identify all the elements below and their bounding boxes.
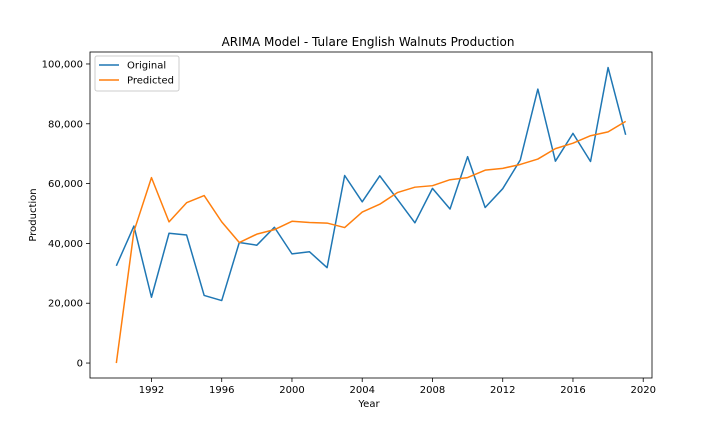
y-axis-label: Production <box>28 188 39 241</box>
y-axis: 0 20,000 40,000 60,000 80,000 100,000 <box>42 59 90 370</box>
y-tick-label: 100,000 <box>42 59 83 70</box>
series-lines <box>115 66 627 364</box>
legend-label-original: Original <box>127 61 166 72</box>
y-tick-label: 80,000 <box>48 119 83 130</box>
y-tick-label: 60,000 <box>48 179 83 190</box>
x-tick-label: 2016 <box>560 385 585 396</box>
x-tick-label: 2000 <box>279 385 304 396</box>
series-line-original <box>115 66 627 302</box>
x-tick-label: 2004 <box>349 385 374 396</box>
x-tick-label: 2020 <box>630 385 655 396</box>
x-tick-label: 1996 <box>209 385 234 396</box>
x-tick-label: 2008 <box>420 385 445 396</box>
x-tick-label: 2012 <box>490 385 515 396</box>
chart-title: ARIMA Model - Tulare English Walnuts Pro… <box>222 35 515 49</box>
legend-label-predicted: Predicted <box>127 76 174 87</box>
legend: Original Predicted <box>94 55 180 92</box>
x-tick-label: 1992 <box>139 385 164 396</box>
x-axis: 1992 1996 2000 2004 2008 2012 2016 2020 <box>139 378 656 396</box>
plot-area <box>89 51 653 379</box>
y-tick-label: 40,000 <box>48 239 83 250</box>
y-tick-label: 20,000 <box>48 299 83 310</box>
y-tick-label: 0 <box>77 359 83 370</box>
x-axis-label: Year <box>357 399 380 410</box>
series-line-predicted <box>115 120 627 364</box>
